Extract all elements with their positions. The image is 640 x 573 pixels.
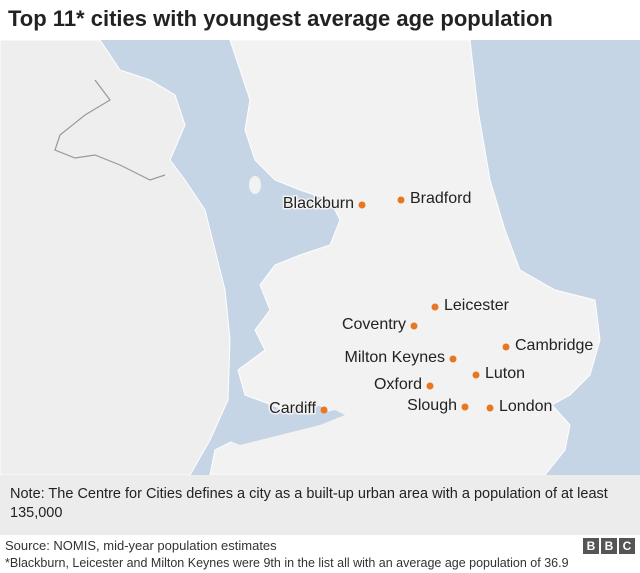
city-label: Luton bbox=[485, 365, 525, 382]
city-dot bbox=[320, 406, 328, 414]
city-label: Cardiff bbox=[269, 400, 316, 417]
footnote: *Blackburn, Leicester and Milton Keynes … bbox=[5, 556, 569, 570]
city-dot bbox=[358, 201, 366, 209]
city-dot bbox=[410, 322, 418, 330]
ireland bbox=[0, 40, 231, 475]
logo-letter: C bbox=[619, 538, 635, 554]
city-dot bbox=[431, 303, 439, 311]
city-dot bbox=[426, 382, 434, 390]
city-label: Oxford bbox=[374, 376, 422, 393]
city-dot bbox=[502, 343, 510, 351]
city-dot bbox=[472, 371, 480, 379]
isle-of-man bbox=[249, 176, 261, 194]
city-dot bbox=[397, 196, 405, 204]
city-label: Cambridge bbox=[515, 337, 593, 354]
title: Top 11* cities with youngest average age… bbox=[8, 6, 553, 31]
ni-border bbox=[54, 79, 166, 181]
map: Blackburn Bradford Leicester Coventry Milton… bbox=[0, 40, 640, 475]
city-label: Leicester bbox=[444, 297, 510, 314]
city-label: Blackburn bbox=[283, 195, 354, 212]
city-dot bbox=[461, 403, 469, 411]
city-label: London bbox=[499, 398, 552, 415]
city-label: Bradford bbox=[410, 190, 471, 207]
logo-letter: B bbox=[583, 538, 599, 554]
logo-letter: B bbox=[601, 538, 617, 554]
city-label: Milton Keynes bbox=[345, 349, 446, 366]
city-label: Coventry bbox=[342, 316, 406, 333]
note: Note: The Centre for Cities defines a ci… bbox=[0, 475, 640, 535]
city-dot bbox=[449, 355, 457, 363]
bristol-channel bbox=[215, 410, 345, 445]
city-label: Slough bbox=[407, 397, 457, 414]
source: Source: NOMIS, mid-year population estim… bbox=[5, 538, 277, 553]
city-dot bbox=[486, 404, 494, 412]
